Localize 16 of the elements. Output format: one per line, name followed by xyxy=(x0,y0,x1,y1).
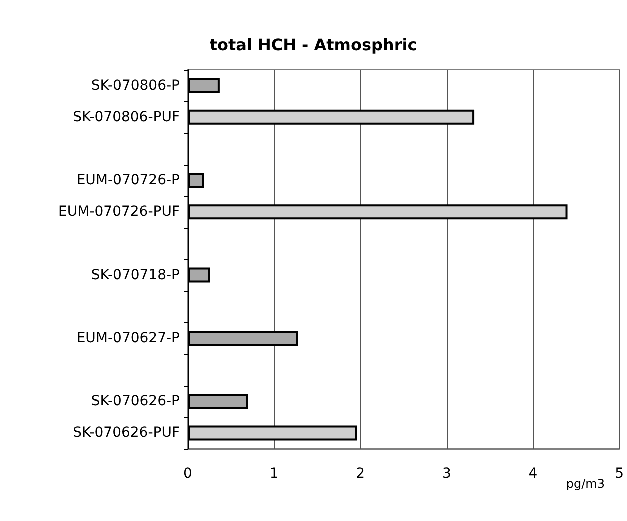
x-tick-label: 1 xyxy=(270,466,279,482)
x-tick-label: 0 xyxy=(184,466,192,482)
y-tick-label: SK-070626-P xyxy=(91,394,180,410)
y-tick-label: SK-070626-PUF xyxy=(73,425,180,442)
x-tick-label: 3 xyxy=(442,466,452,482)
y-tick-label: SK-070718-P xyxy=(91,267,180,284)
x-axis-title: pg/m3 xyxy=(566,477,606,491)
x-tick-label: 2 xyxy=(356,466,366,482)
y-tick-label: EUM-070627-P xyxy=(76,330,180,346)
chart-title: total HCH - Atmosphric xyxy=(210,36,418,54)
x-tick-label: 4 xyxy=(528,466,538,482)
x-tick-label: 5 xyxy=(615,466,624,482)
y-tick-label: EUM-070726-P xyxy=(76,172,180,189)
y-tick-label: EUM-070726-PUF xyxy=(58,204,180,220)
y-tick-label: SK-070806-P xyxy=(91,78,180,94)
y-tick-label: SK-070806-PUF xyxy=(73,109,180,126)
